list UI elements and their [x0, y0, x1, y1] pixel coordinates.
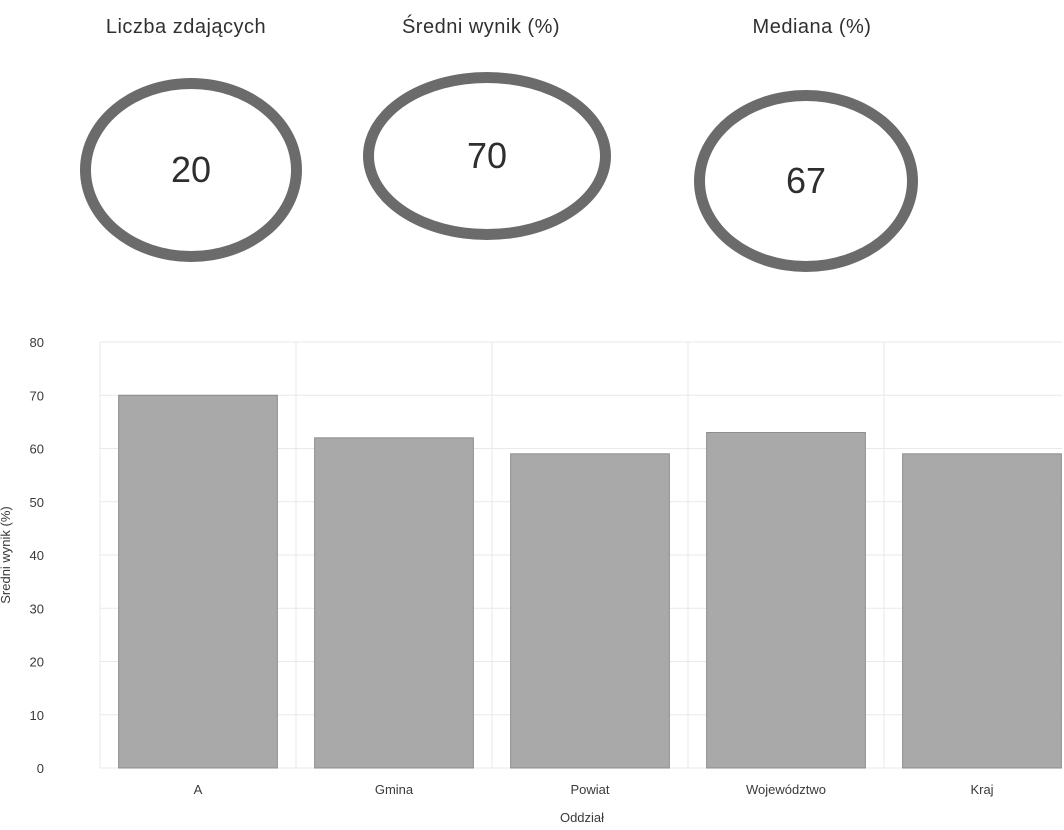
bars-layer	[118, 394, 1062, 769]
y-tick-label: 60	[30, 442, 44, 457]
stat-ring: 20	[80, 78, 302, 262]
y-tick-label: 0	[37, 761, 44, 776]
stat-median: Mediana (%) 67	[694, 0, 934, 280]
y-tick-label: 40	[30, 548, 44, 563]
x-tick-label: Województwo	[746, 782, 826, 797]
bar-kraj	[902, 453, 1062, 769]
y-tick-label: 10	[30, 708, 44, 723]
stat-students: Liczba zdających 20	[80, 0, 320, 280]
stat-label: Średni wynik (%)	[401, 16, 561, 38]
stat-label: Liczba zdających	[105, 16, 267, 38]
y-tick-label: 70	[30, 388, 44, 403]
bar-województwo	[706, 432, 866, 769]
ticks-layer: 0 10 20 30 40 50 60 70 80 A Gmina Powiat Województwo…	[30, 335, 994, 797]
stat-value: 70	[466, 135, 508, 176]
x-axis-label: Oddział	[560, 810, 604, 825]
bar-gmina	[314, 437, 474, 769]
x-tick-label: A	[194, 782, 203, 797]
stat-average: Średni wynik (%) 70	[363, 0, 611, 280]
stat-value: 20	[170, 149, 212, 190]
y-axis-label: Średni wynik (%)	[0, 506, 13, 604]
x-tick-label: Gmina	[375, 782, 414, 797]
y-tick-label: 80	[30, 335, 44, 350]
bar-powiat	[510, 453, 670, 769]
stat-ring: 67	[694, 90, 918, 272]
y-tick-label: 20	[30, 655, 44, 670]
x-tick-label: Kraj	[970, 782, 993, 797]
stat-value: 67	[785, 160, 827, 201]
y-tick-label: 50	[30, 495, 44, 510]
y-tick-label: 30	[30, 601, 44, 616]
x-tick-label: Powiat	[570, 782, 609, 797]
bar-chart: 0 10 20 30 40 50 60 70 80 A Gmina Powiat Województwo…	[0, 335, 1062, 825]
bar-a	[118, 394, 278, 769]
stat-ring: 70	[363, 72, 611, 240]
stat-label: Mediana (%)	[752, 16, 872, 38]
